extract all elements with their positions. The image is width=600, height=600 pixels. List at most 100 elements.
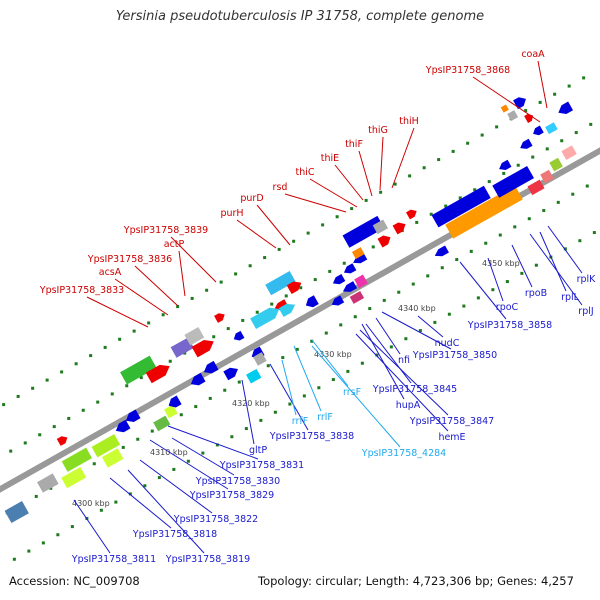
gene-label: thiC <box>295 167 314 178</box>
track-tick <box>219 280 223 284</box>
gene-38 <box>349 291 365 304</box>
gene-shape <box>305 295 319 308</box>
gene-label: hemE <box>438 432 465 443</box>
track-tick <box>313 278 317 282</box>
gene-44 <box>406 209 417 220</box>
track-tick <box>92 462 96 466</box>
gene-shape <box>331 295 345 306</box>
track-tick <box>74 362 78 366</box>
gene-shape <box>520 138 533 149</box>
track-tick <box>49 486 53 490</box>
gene-45 <box>434 245 449 257</box>
track-tick <box>118 337 122 341</box>
gene-28 <box>253 352 267 366</box>
gene-36 <box>342 281 358 292</box>
track-tick <box>288 402 292 406</box>
track-tick <box>150 429 154 433</box>
gene-55 <box>533 125 544 136</box>
track-tick <box>520 271 524 275</box>
gene-shape <box>392 222 406 235</box>
leader-line <box>236 219 277 249</box>
gene-40 <box>372 219 389 235</box>
track-tick <box>433 320 437 324</box>
gene-32 <box>332 274 346 285</box>
track-tick <box>534 263 538 267</box>
gene-56 <box>545 122 558 135</box>
gene-33 <box>343 263 357 274</box>
track-tick <box>143 484 147 488</box>
track-tick <box>480 133 484 137</box>
gene-label: YpsIP31758_3850 <box>412 350 497 361</box>
track-tick <box>205 288 209 292</box>
track-tick <box>45 378 49 382</box>
gene-shape <box>190 372 206 386</box>
gene-3 <box>61 466 87 489</box>
gene-shape <box>37 473 59 493</box>
track-tick <box>99 508 103 512</box>
track-tick <box>273 410 277 414</box>
gene-label: nudC <box>435 338 460 349</box>
gene-shape <box>61 447 93 472</box>
gene-shape <box>513 97 526 110</box>
gene-label: YpsIP31758_3831 <box>219 460 304 471</box>
gene-42 <box>392 222 406 235</box>
track-tick <box>125 384 129 388</box>
track-tick <box>139 376 143 380</box>
track-tick <box>505 280 509 284</box>
gene-label: YpsIP31758_3830 <box>195 476 280 487</box>
track-tick <box>382 298 386 302</box>
track-tick <box>484 241 488 245</box>
track-tick <box>346 369 350 373</box>
gene-label: rpoC <box>496 302 519 313</box>
track-tick <box>589 122 593 126</box>
track-tick <box>397 290 401 294</box>
gene-shape <box>540 169 554 184</box>
track-tick <box>556 200 560 204</box>
gene-57 <box>558 101 574 115</box>
track-tick <box>168 359 172 363</box>
track-tick <box>447 312 451 316</box>
gene-53 <box>499 159 512 170</box>
track-tick <box>244 427 248 431</box>
gene-label: YpsIP31758_3822 <box>173 514 258 525</box>
track-tick <box>255 310 259 314</box>
track-tick <box>292 239 296 243</box>
track-tick <box>310 339 314 343</box>
track-tick <box>136 437 140 441</box>
leader-line <box>381 311 452 350</box>
track-tick <box>495 125 499 129</box>
leader-line <box>375 317 401 355</box>
gene-shape <box>343 263 357 274</box>
gene-label: YpsIP31758_3858 <box>467 320 552 331</box>
leader-line <box>529 233 583 306</box>
gene-label: thiG <box>368 125 388 136</box>
gene-13 <box>203 360 219 374</box>
leader-line <box>73 499 111 554</box>
track-tick <box>38 433 42 437</box>
gene-shape <box>170 337 194 358</box>
track-tick <box>52 425 56 429</box>
gene-shape <box>545 122 558 135</box>
ruler-label: 4340 kbp <box>398 304 436 313</box>
gene-5 <box>91 434 121 458</box>
ruler-label: 4320 kbp <box>232 399 270 408</box>
gene-shape <box>164 404 178 419</box>
track-tick <box>415 220 419 224</box>
leader-line <box>309 178 358 208</box>
gene-label: rrlF <box>317 412 333 423</box>
leader-line <box>511 244 533 288</box>
track-tick <box>263 256 267 260</box>
track-tick <box>451 149 455 153</box>
track-tick <box>476 296 480 300</box>
gene-label: YpsIP31758_3847 <box>409 416 494 427</box>
gene-label: YpsIP31758_3845 <box>372 384 457 395</box>
leader-line <box>170 236 217 283</box>
gene-label: hupA <box>396 400 421 411</box>
leader-line <box>281 359 297 416</box>
track-tick <box>190 296 194 300</box>
leader-line <box>109 477 172 529</box>
track-tick <box>545 147 549 151</box>
track-tick <box>176 305 180 309</box>
track-tick <box>266 364 270 368</box>
